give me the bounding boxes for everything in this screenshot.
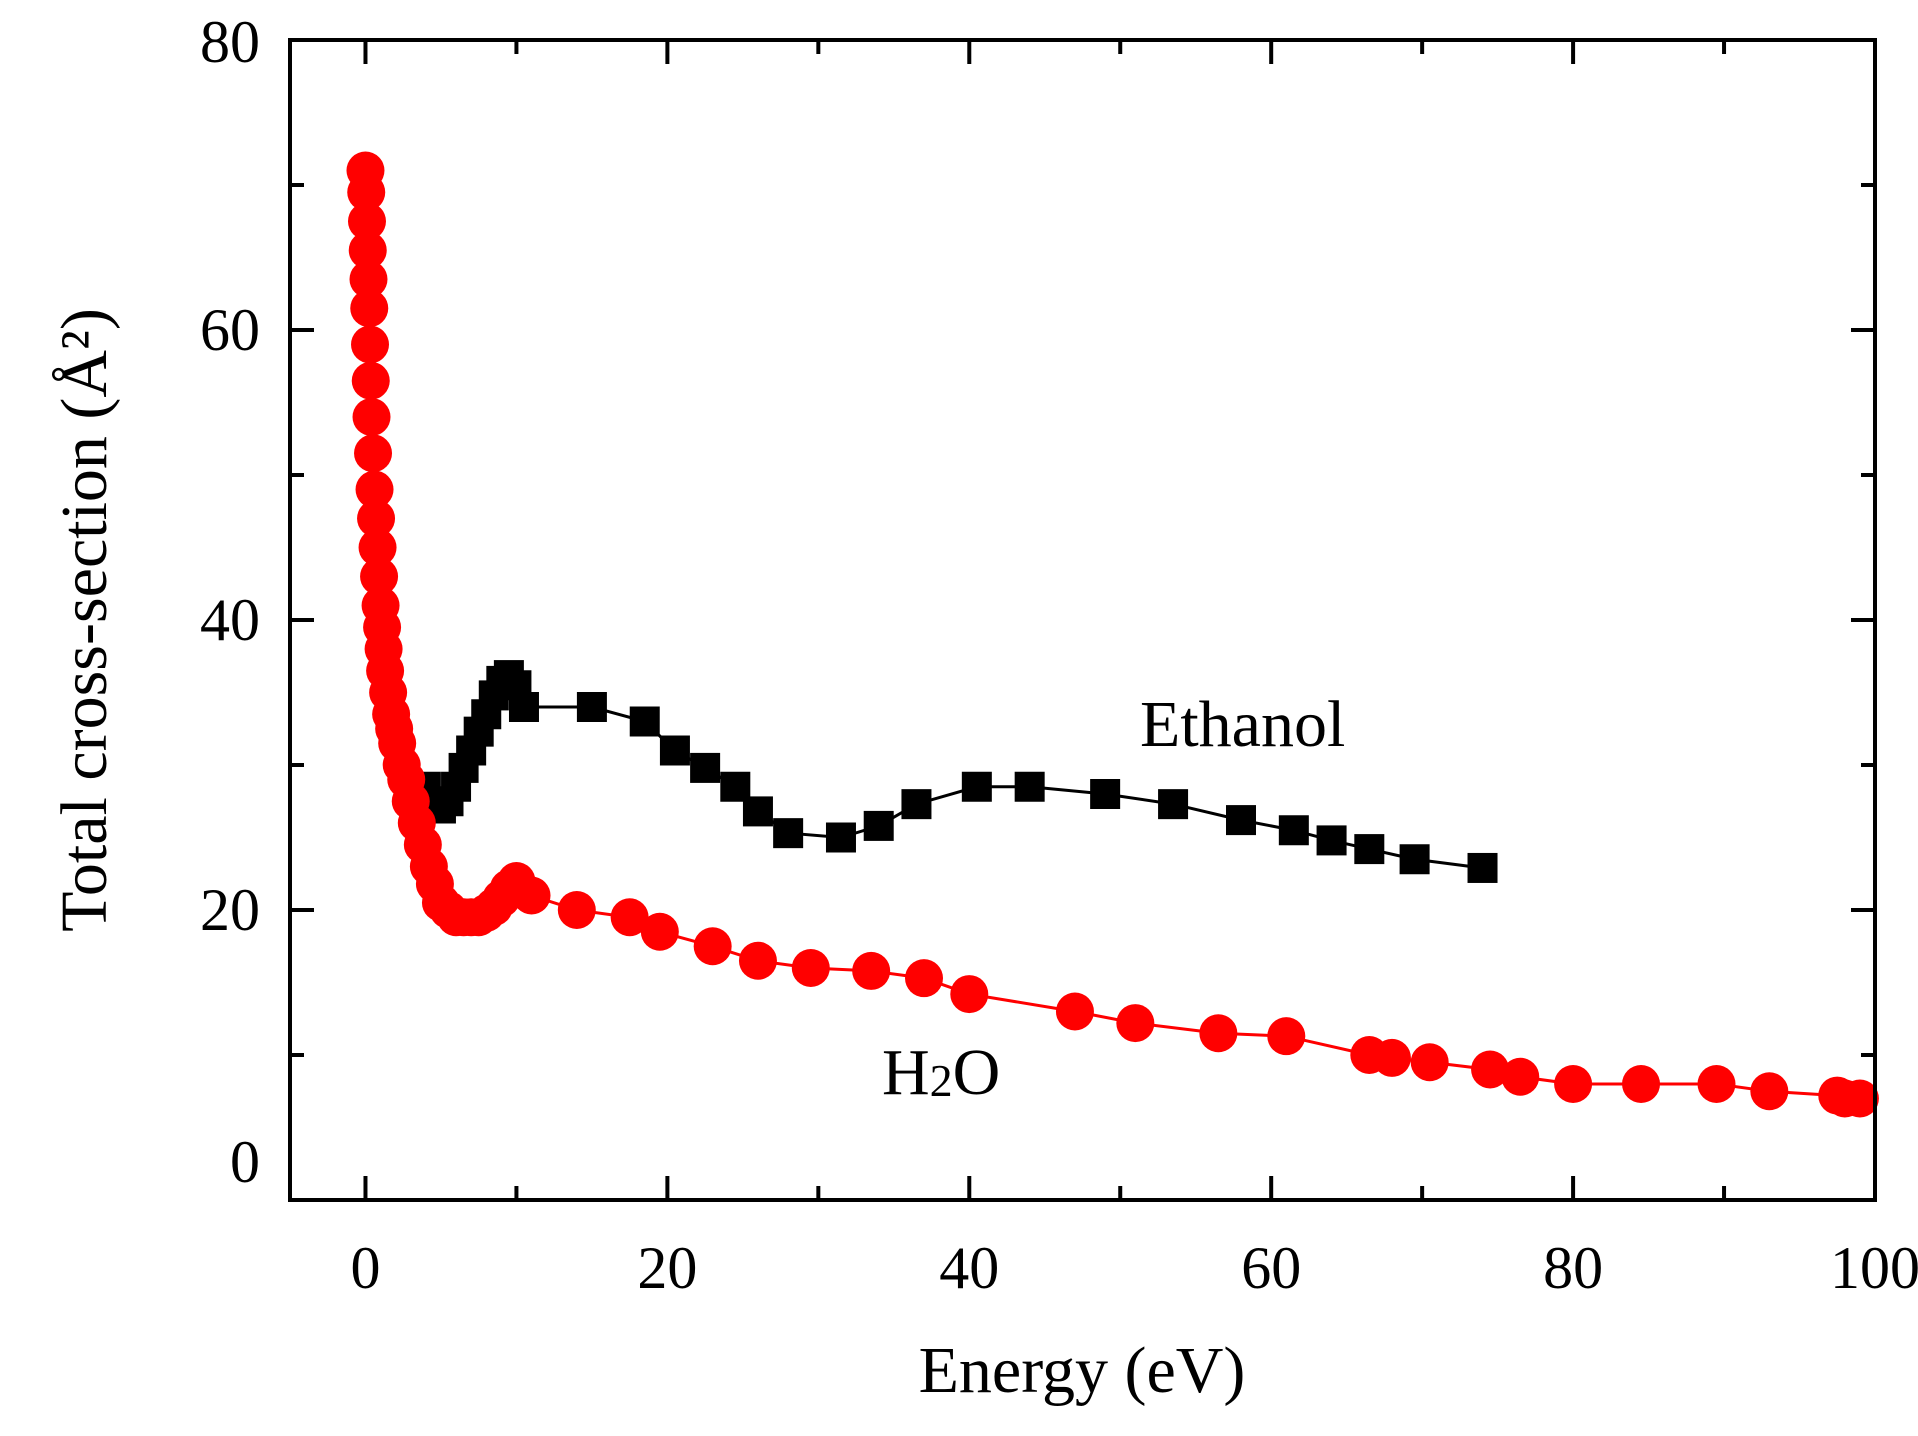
tick-labels-layer: 0 20 40 60 80 100 0 20 40 60 80: [200, 9, 1918, 1301]
h2o-point: [1055, 992, 1094, 1031]
ethanol-point: [629, 706, 660, 737]
h2o-point: [1501, 1057, 1540, 1096]
ethanol-point: [825, 822, 856, 853]
x-tick-label: 20: [637, 1235, 697, 1301]
x-tick-label: 0: [350, 1235, 380, 1301]
h2o-point: [352, 398, 391, 436]
h2o-label-sub: 2: [930, 1055, 953, 1106]
y-tick-label: 40: [200, 587, 260, 653]
ethanol-point: [659, 735, 690, 766]
ethanol-point: [1158, 789, 1189, 820]
h2o-point: [1697, 1065, 1736, 1103]
h2o-point: [1750, 1072, 1789, 1111]
h2o-point: [791, 949, 830, 987]
h2o-point: [360, 557, 399, 596]
h2o-point: [348, 231, 387, 270]
y-tick-label: 20: [200, 877, 260, 943]
h2o-point: [350, 289, 389, 328]
h2o-point: [357, 499, 396, 538]
h2o-point: [852, 951, 891, 990]
h2o-label: H2O: [882, 1036, 1000, 1109]
h2o-point: [355, 470, 394, 509]
ethanol-point: [508, 692, 539, 722]
y-axis-title: Total cross-section (Å²): [48, 308, 121, 932]
h2o-point: [738, 941, 777, 980]
h2o-point: [347, 173, 386, 212]
h2o-point: [354, 434, 393, 473]
ethanol-point: [690, 752, 721, 783]
h2o-label-o: O: [953, 1036, 1001, 1109]
h2o-point: [640, 912, 679, 951]
y-tick-label: 80: [200, 9, 260, 75]
ethanol-point: [961, 771, 992, 802]
ethanol-point: [863, 810, 894, 841]
ethanol-point: [1399, 844, 1430, 875]
x-tick-label: 60: [1241, 1235, 1301, 1301]
h2o-point: [349, 260, 388, 299]
h2o-point: [950, 975, 989, 1014]
ethanol-point: [773, 818, 804, 849]
h2o-point: [358, 528, 397, 567]
h2o-point: [1199, 1014, 1238, 1053]
ethanol-point: [742, 796, 773, 827]
h2o-point: [347, 202, 386, 241]
ethanol-point: [1467, 852, 1498, 883]
series-layer: [346, 151, 1879, 1118]
ethanol-point: [1316, 825, 1347, 856]
h2o-point: [610, 898, 649, 937]
ethanol-label: Ethanol: [1140, 688, 1345, 761]
h2o-point: [351, 325, 390, 364]
x-tick-label: 40: [939, 1235, 999, 1301]
h2o-point: [512, 876, 551, 915]
h2o-point: [1622, 1065, 1661, 1103]
ethanol-point: [1226, 805, 1256, 836]
h2o-point: [693, 927, 732, 966]
ethanol-point: [576, 692, 607, 722]
h2o-point: [1116, 1004, 1155, 1043]
h2o-point: [1471, 1050, 1510, 1089]
h2o-point: [1840, 1079, 1879, 1118]
h2o-label-h: H: [882, 1036, 930, 1109]
h2o-point: [557, 891, 596, 929]
ticks-layer: [290, 38, 1877, 1202]
h2o-point: [1554, 1065, 1593, 1103]
ethanol-point: [1090, 779, 1121, 809]
ethanol-point: [1014, 771, 1045, 802]
x-axis-title: Energy (eV): [919, 1334, 1246, 1407]
h2o-point: [1372, 1038, 1411, 1077]
x-tick-label: 80: [1543, 1235, 1603, 1301]
h2o-point: [351, 361, 390, 400]
ethanol-point: [1354, 834, 1385, 865]
y-tick-label: 60: [200, 297, 260, 363]
h2o-point: [1267, 1017, 1306, 1056]
ethanol-point: [1278, 815, 1309, 846]
y-tick-label: 0: [230, 1129, 260, 1195]
ethanol-point: [901, 789, 932, 820]
h2o-point: [905, 959, 943, 998]
x-tick-label: 100: [1830, 1235, 1918, 1301]
plot-frame: [288, 38, 1877, 1202]
h2o-point: [1410, 1043, 1449, 1082]
